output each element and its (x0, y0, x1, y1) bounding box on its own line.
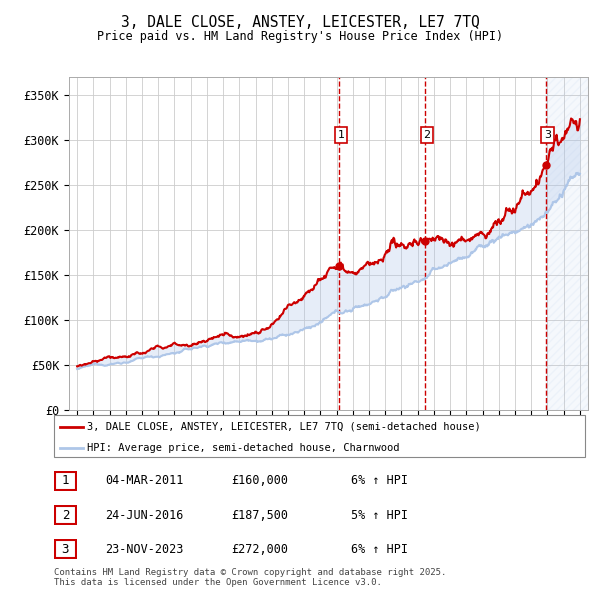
Bar (546, 77, 588, 410)
Text: £187,500: £187,500 (231, 509, 288, 522)
Text: 6% ↑ HPI: 6% ↑ HPI (351, 474, 408, 487)
Text: 1: 1 (337, 130, 344, 140)
Text: 24-JUN-2016: 24-JUN-2016 (105, 509, 184, 522)
Text: Contains HM Land Registry data © Crown copyright and database right 2025.
This d: Contains HM Land Registry data © Crown c… (54, 568, 446, 587)
Text: 2: 2 (424, 130, 431, 140)
Text: £160,000: £160,000 (231, 474, 288, 487)
Text: 2: 2 (62, 509, 69, 522)
Text: 3, DALE CLOSE, ANSTEY, LEICESTER, LE7 7TQ: 3, DALE CLOSE, ANSTEY, LEICESTER, LE7 7T… (121, 15, 479, 30)
Text: 3: 3 (544, 130, 551, 140)
Text: 3, DALE CLOSE, ANSTEY, LEICESTER, LE7 7TQ (semi-detached house): 3, DALE CLOSE, ANSTEY, LEICESTER, LE7 7T… (87, 422, 481, 432)
Text: 1: 1 (62, 474, 69, 487)
FancyBboxPatch shape (55, 540, 76, 558)
FancyBboxPatch shape (55, 506, 76, 524)
FancyBboxPatch shape (55, 472, 76, 490)
Text: Price paid vs. HM Land Registry's House Price Index (HPI): Price paid vs. HM Land Registry's House … (97, 30, 503, 43)
Text: 3: 3 (62, 543, 69, 556)
Text: £272,000: £272,000 (231, 543, 288, 556)
Text: 5% ↑ HPI: 5% ↑ HPI (351, 509, 408, 522)
Text: 23-NOV-2023: 23-NOV-2023 (105, 543, 184, 556)
Text: 6% ↑ HPI: 6% ↑ HPI (351, 543, 408, 556)
Text: 04-MAR-2011: 04-MAR-2011 (105, 474, 184, 487)
Text: HPI: Average price, semi-detached house, Charnwood: HPI: Average price, semi-detached house,… (87, 443, 400, 453)
FancyBboxPatch shape (54, 415, 585, 457)
